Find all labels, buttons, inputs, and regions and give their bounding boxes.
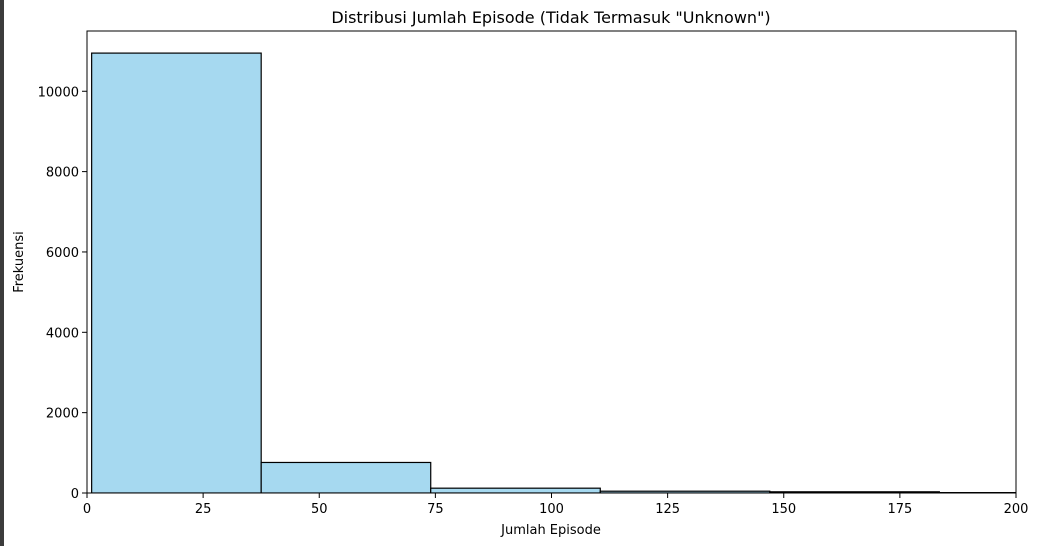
x-tick-label: 50	[311, 502, 328, 517]
x-tick-label: 125	[655, 502, 680, 517]
y-tick-label: 8000	[46, 166, 79, 181]
y-axis-title: Frekuensi	[12, 231, 27, 293]
y-tick-label: 10000	[38, 85, 79, 100]
x-tick-label: 200	[1004, 502, 1029, 517]
y-tick-label: 4000	[46, 326, 79, 341]
chart-title: Distribusi Jumlah Episode (Tidak Termasu…	[331, 8, 770, 27]
y-tick-label: 2000	[46, 407, 79, 422]
histogram-bar-1	[91, 52, 262, 493]
y-tick-label: 0	[71, 487, 79, 502]
x-tick-label: 100	[539, 502, 564, 517]
x-tick-label: 75	[427, 502, 444, 517]
x-tick-label: 150	[771, 502, 796, 517]
x-axis-title: Jumlah Episode	[500, 523, 601, 538]
histogram-bar-2	[260, 461, 432, 493]
bars-group	[91, 52, 1016, 493]
x-tick-label: 175	[887, 502, 912, 517]
y-tick-label: 6000	[46, 246, 79, 261]
x-tick-label: 25	[195, 502, 212, 517]
x-tick-label: 0	[83, 502, 91, 517]
histogram-bar-3	[430, 487, 601, 493]
window-left-edge	[0, 0, 4, 546]
y-axis: 0 2000 4000 6000 8000 10000	[38, 85, 87, 502]
x-axis: 0 25 50 75 100 125 150 175 200	[83, 493, 1029, 517]
